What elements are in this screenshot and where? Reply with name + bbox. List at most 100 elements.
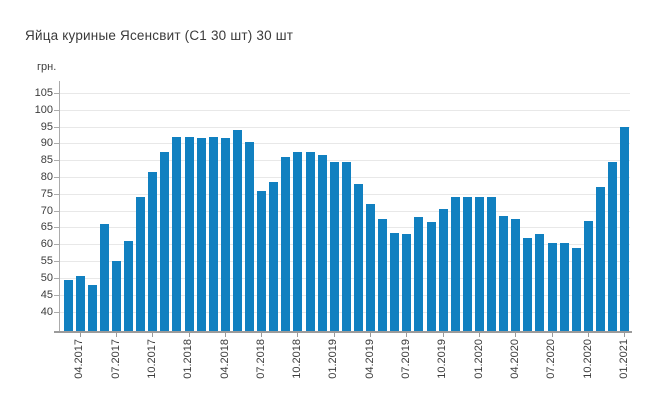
bar-02.2020[interactable] — [487, 197, 496, 331]
bar-07.2020[interactable] — [547, 242, 557, 331]
x-tick-label-text: 07.2019 — [399, 339, 412, 379]
bar-11.2018[interactable] — [305, 151, 315, 331]
y-tick-label: 45 — [40, 288, 53, 301]
bar-06.2019[interactable] — [390, 232, 400, 331]
bar-01.2018[interactable] — [184, 136, 194, 331]
y-tick-label: 50 — [40, 271, 53, 284]
bar-10.2017[interactable] — [148, 172, 158, 331]
bar-07.2019[interactable] — [402, 234, 412, 331]
y-axis-tick — [54, 160, 59, 162]
bar-12.2018[interactable] — [317, 155, 327, 331]
x-axis-tick — [297, 332, 299, 337]
bar-11.2020[interactable] — [595, 187, 605, 331]
bar-09.2017[interactable] — [136, 197, 146, 331]
bar-03.2020[interactable] — [499, 215, 509, 331]
bar-09.2019[interactable] — [426, 222, 436, 331]
y-axis-unit-label: грн. — [37, 61, 57, 73]
bar-05.2020[interactable] — [523, 237, 533, 331]
bar-04.2019[interactable] — [366, 203, 375, 331]
y-axis-tick — [54, 93, 59, 95]
chart-title: Яйца куриные Ясенсвит (С1 30 шт) 30 шт — [25, 28, 294, 43]
bar-04.2018[interactable] — [220, 138, 230, 331]
bar-08.2020[interactable] — [559, 242, 569, 331]
bar-01.2020[interactable] — [474, 197, 484, 331]
bar-07.2018[interactable] — [257, 190, 267, 331]
y-axis-tick — [54, 277, 59, 279]
bar-04.2020[interactable] — [511, 219, 521, 331]
gridline — [60, 160, 630, 162]
x-axis-tick — [515, 332, 517, 337]
x-tick-label-text: 10.2017 — [145, 339, 158, 379]
x-axis-line — [54, 331, 632, 333]
x-axis-tick — [624, 332, 626, 337]
y-tick-label: 95 — [40, 120, 53, 133]
x-tick-label-text: 01.2021 — [617, 339, 630, 379]
bar-11.2017[interactable] — [160, 151, 170, 331]
x-tick-label-text: 01.2019 — [327, 339, 340, 379]
x-tick-label-text: 04.2020 — [508, 339, 521, 379]
y-axis-tick — [54, 143, 59, 145]
bar-03.2019[interactable] — [353, 183, 363, 331]
y-tick-label: 60 — [40, 238, 53, 251]
gridline — [60, 109, 630, 111]
bar-10.2019[interactable] — [438, 208, 448, 331]
bar-07.2017[interactable] — [111, 261, 121, 331]
y-axis-tick — [54, 261, 59, 263]
y-axis-tick — [54, 227, 59, 229]
x-axis-tick — [115, 332, 117, 337]
bar-08.2017[interactable] — [124, 240, 133, 331]
bar-12.2019[interactable] — [462, 197, 472, 331]
y-tick-label: 75 — [40, 187, 53, 200]
gridline — [60, 143, 630, 145]
bar-02.2018[interactable] — [196, 138, 206, 331]
bar-06.2020[interactable] — [535, 234, 545, 331]
y-axis-tick — [54, 210, 59, 212]
bar-11.2019[interactable] — [450, 197, 460, 331]
y-tick-label: 70 — [40, 204, 53, 217]
y-axis-tick — [54, 177, 59, 179]
x-axis-tick — [152, 332, 154, 337]
bar-03.2018[interactable] — [208, 136, 218, 331]
y-axis-line — [59, 81, 60, 331]
bar-08.2019[interactable] — [414, 217, 424, 331]
bar-12.2017[interactable] — [172, 136, 182, 331]
bar-05.2019[interactable] — [378, 219, 388, 331]
x-axis-tick — [261, 332, 263, 337]
x-tick-label-text: 07.2020 — [545, 339, 557, 379]
x-axis-tick — [551, 332, 553, 337]
x-tick-label-text: 04.2018 — [218, 339, 231, 379]
x-axis-tick — [442, 332, 444, 337]
y-axis-tick — [54, 193, 59, 195]
bar-06.2017[interactable] — [99, 224, 109, 331]
x-axis-tick — [406, 332, 408, 337]
gridline — [60, 126, 630, 128]
x-tick-label-text: 04.2017 — [73, 339, 86, 379]
y-tick-label: 105 — [34, 87, 53, 100]
bar-06.2018[interactable] — [245, 141, 254, 331]
bar-10.2020[interactable] — [583, 220, 593, 331]
bar-04.2017[interactable] — [75, 276, 85, 331]
bar-05.2018[interactable] — [232, 130, 242, 331]
bar-03.2017[interactable] — [63, 279, 73, 331]
bar-05.2017[interactable] — [87, 284, 97, 331]
bar-09.2020[interactable] — [571, 247, 581, 331]
y-tick-label: 65 — [40, 221, 53, 234]
bar-10.2018[interactable] — [293, 151, 303, 331]
x-tick-label-text: 04.2019 — [363, 339, 376, 379]
x-axis-tick — [79, 332, 81, 337]
y-axis-tick — [54, 244, 59, 246]
bar-12.2020[interactable] — [608, 161, 617, 331]
bar-01.2021[interactable] — [620, 126, 630, 331]
y-tick-label: 80 — [40, 171, 53, 184]
bar-01.2019[interactable] — [329, 161, 339, 331]
x-axis-tick — [224, 332, 226, 337]
bar-08.2018[interactable] — [269, 182, 279, 331]
x-axis-tick — [478, 332, 480, 337]
y-tick-label: 90 — [40, 137, 53, 150]
bar-09.2018[interactable] — [281, 156, 291, 331]
bar-02.2019[interactable] — [341, 161, 351, 331]
gridline — [60, 93, 630, 95]
x-tick-label-text: 07.2018 — [254, 339, 267, 379]
y-tick-label: 85 — [40, 154, 53, 167]
